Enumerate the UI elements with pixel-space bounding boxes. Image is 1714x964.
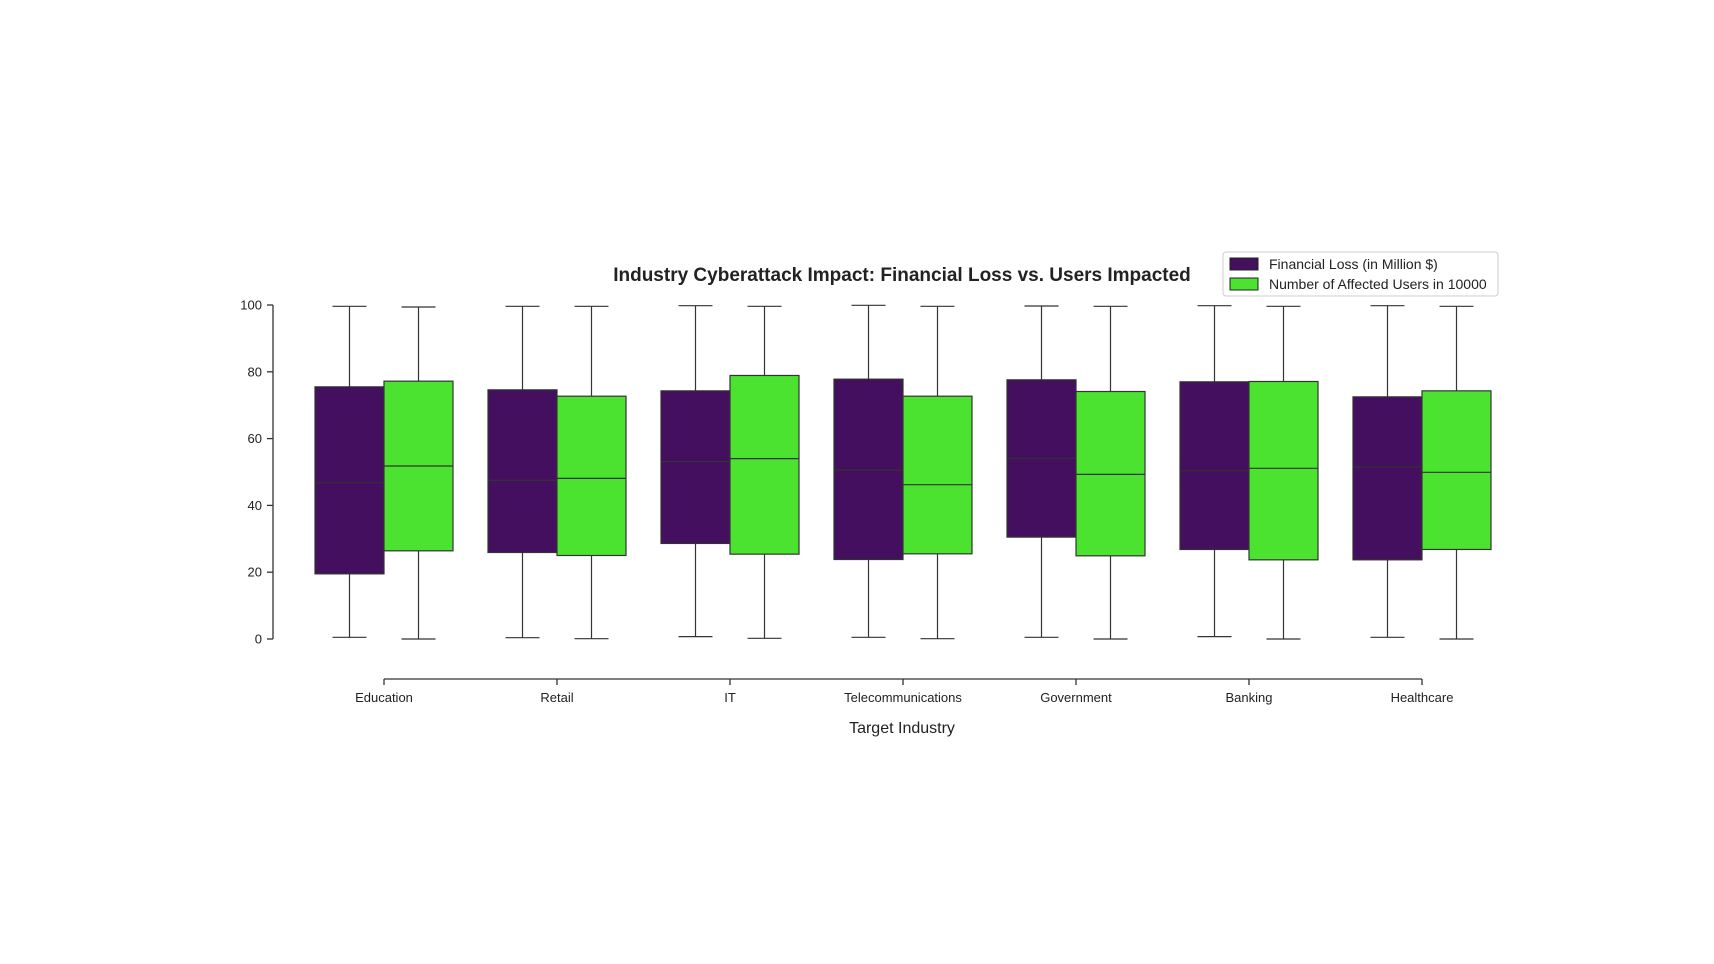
box-group: [729, 305, 800, 639]
iqr-box: [556, 395, 627, 557]
box-group: [660, 305, 731, 638]
chart-title: Industry Cyberattack Impact: Financial L…: [613, 265, 1191, 286]
y-tick-label: 100: [240, 298, 262, 313]
box-group: [1248, 305, 1319, 640]
box-group: [314, 305, 385, 638]
iqr-box: [660, 390, 731, 545]
y-tick-label: 40: [248, 498, 262, 513]
legend-frame: [1222, 251, 1499, 297]
x-tick-label: Telecommunications: [844, 690, 962, 705]
box-group: [1179, 305, 1250, 638]
y-tick-label: 0: [255, 632, 262, 647]
iqr-box: [833, 378, 904, 561]
box-group: [833, 304, 904, 638]
box-group: [1352, 305, 1423, 638]
iqr-box: [1352, 396, 1423, 561]
legend-label-financial-loss: Financial Loss (in Million $): [1269, 256, 1438, 272]
x-tick-label: Healthcare: [1391, 690, 1454, 705]
y-axis: 0 20 40 60 80 100: [240, 298, 274, 647]
x-tick-label: Government: [1040, 690, 1112, 705]
iqr-box: [1179, 381, 1250, 551]
x-tick-label: Banking: [1226, 690, 1273, 705]
x-tick-label: Retail: [540, 690, 573, 705]
legend-swatch-financial-loss: [1229, 257, 1259, 271]
y-tick-label: 60: [248, 431, 262, 446]
box-group: [487, 305, 558, 639]
iqr-box: [902, 395, 973, 555]
box-group: [556, 305, 627, 640]
box-group: [1006, 305, 1077, 638]
legend-swatch-affected-users: [1229, 277, 1259, 291]
y-tick-label: 80: [248, 364, 262, 379]
iqr-box: [1248, 380, 1319, 561]
x-tick-label: Education: [355, 690, 413, 705]
iqr-box: [487, 389, 558, 554]
x-axis: Education Retail IT Telecommunications Gover…: [355, 678, 1454, 705]
iqr-box: [1421, 390, 1492, 551]
x-axis-label: Target Industry: [849, 720, 955, 737]
box-group: [1075, 305, 1146, 640]
box-group: [1421, 305, 1492, 640]
legend-label-affected-users: Number of Affected Users in 10000: [1269, 276, 1487, 292]
iqr-box: [314, 386, 385, 575]
box-plots: [314, 304, 1492, 640]
box-group: [902, 305, 973, 640]
iqr-box: [1075, 390, 1146, 557]
y-tick-label: 20: [248, 565, 262, 580]
box-group: [383, 306, 454, 640]
x-tick-label: IT: [724, 690, 736, 705]
iqr-box: [729, 374, 800, 555]
legend: Financial Loss (in Million $) Number of …: [1222, 251, 1499, 297]
